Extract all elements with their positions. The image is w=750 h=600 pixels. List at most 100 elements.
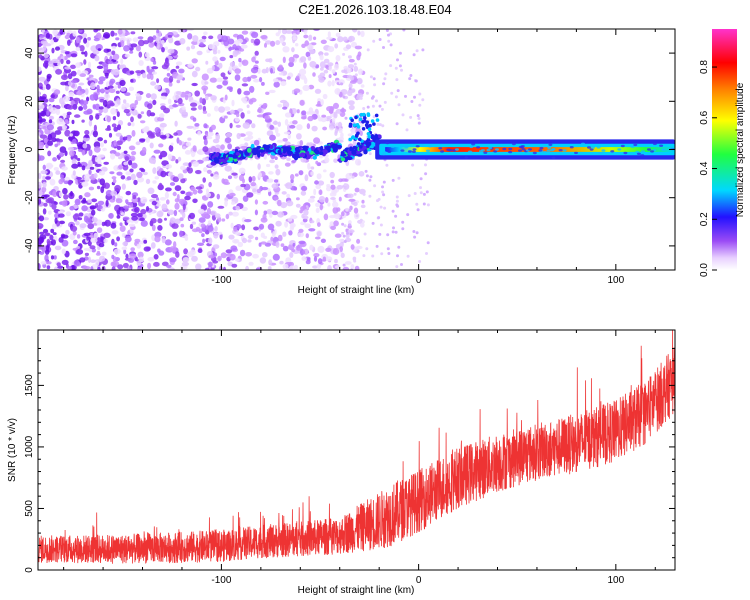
heatmap-cell (342, 36, 348, 42)
heatmap-cell (101, 265, 106, 270)
heatmap-cell (253, 150, 258, 155)
heatmap-cell (72, 30, 77, 37)
heatmap-cell (182, 257, 190, 263)
spectrogram-panel: -100 0 100 -40 -20 0 20 40 Height of straight l… (7, 28, 676, 296)
heatmap-cell (174, 120, 178, 127)
heatmap-cell (302, 84, 310, 92)
heatmap-cell (296, 109, 300, 114)
heatmap-cell (412, 230, 416, 233)
heatmap-cell (195, 170, 202, 174)
heatmap-cell (288, 56, 295, 63)
heatmap-cell (315, 207, 320, 213)
heatmap-cell (84, 50, 88, 58)
heatmap-cell (296, 124, 303, 131)
heatmap-cell (182, 146, 186, 150)
heatmap-cell (213, 232, 219, 239)
heatmap-cell (108, 132, 113, 138)
heatmap-cell (378, 123, 382, 127)
heatmap-cell (161, 203, 168, 211)
heatmap-cell (124, 102, 130, 108)
heatmap-cell (360, 204, 366, 209)
heatmap-cell (91, 154, 96, 162)
heatmap-cell (147, 187, 155, 195)
heatmap-cell (213, 157, 219, 163)
heatmap-cell (46, 238, 51, 245)
heatmap-cell (368, 123, 372, 128)
heatmap-cell (123, 99, 127, 104)
heatmap-cell (348, 58, 355, 63)
heatmap-cell (286, 76, 291, 80)
heatmap-cell (103, 161, 109, 165)
heatmap-cell (314, 88, 322, 94)
heatmap-cell (410, 100, 414, 103)
heatmap-cell (381, 152, 386, 156)
heatmap-cell (84, 192, 91, 198)
heatmap-cell (409, 74, 413, 77)
heatmap-cell (93, 124, 97, 132)
heatmap-cell (321, 114, 327, 118)
heatmap-cell (324, 157, 330, 163)
heatmap-cell (169, 246, 177, 253)
heatmap-cell (313, 253, 320, 258)
heatmap-cell (142, 127, 150, 133)
heatmap-cell (363, 149, 368, 155)
heatmap-cell (390, 91, 394, 95)
heatmap-cell (309, 195, 316, 199)
heatmap-cell (320, 39, 327, 44)
heatmap-cell (60, 174, 64, 179)
heatmap-cell (271, 210, 279, 216)
heatmap-cell (44, 176, 52, 180)
heatmap-cell (214, 147, 221, 154)
heatmap-cell (152, 180, 157, 184)
heatmap-cell (342, 234, 346, 238)
heatmap-cell (105, 127, 112, 131)
heatmap-cell (313, 256, 318, 262)
heatmap-cell (64, 129, 71, 137)
heatmap-cell (359, 218, 363, 222)
heatmap-cell (383, 206, 387, 210)
heatmap-cell (268, 171, 274, 175)
heatmap-cell (415, 202, 419, 206)
heatmap-cell (495, 148, 499, 151)
heatmap-cell (331, 117, 336, 124)
heatmap-cell (355, 123, 360, 127)
heatmap-cell (191, 221, 196, 225)
heatmap-cell (48, 97, 55, 103)
heatmap-cell (130, 78, 134, 83)
heatmap-cell (119, 134, 124, 142)
heatmap-cell (309, 49, 315, 55)
heatmap-cell (241, 206, 248, 212)
heatmap-cell (103, 232, 111, 238)
heatmap-cell (160, 170, 167, 178)
heatmap-cell (252, 253, 259, 259)
heatmap-cell (117, 264, 124, 270)
spectrogram-ylabel: Frequency (Hz) (7, 116, 18, 185)
heatmap-cell (265, 67, 269, 74)
heatmap-cell (107, 60, 114, 65)
heatmap-cell (448, 149, 453, 152)
heatmap-cell (192, 198, 198, 204)
heatmap-cell (348, 223, 352, 227)
colorbar-ticks: 0.0 0.2 0.4 0.6 0.8 (699, 60, 717, 277)
heatmap-cell (323, 169, 327, 173)
heatmap-cell (135, 141, 141, 146)
heatmap-cell (201, 35, 207, 40)
heatmap-cell (355, 150, 361, 155)
heatmap-cell (359, 144, 363, 149)
heatmap-cell (43, 44, 47, 51)
heatmap-cell (74, 198, 81, 206)
heatmap-cell (343, 224, 347, 228)
heatmap-cell (201, 233, 205, 238)
heatmap-cell (238, 62, 242, 67)
heatmap-cell (109, 102, 115, 107)
heatmap-cell (46, 124, 55, 131)
heatmap-cell (352, 139, 357, 147)
heatmap-cell (212, 244, 220, 250)
heatmap-cell (298, 228, 304, 233)
heatmap-cell (366, 105, 370, 109)
heatmap-cell (368, 178, 372, 182)
heatmap-cell (261, 186, 269, 191)
heatmap-cell (154, 205, 158, 210)
heatmap-cell (81, 51, 86, 55)
heatmap-cell (143, 239, 148, 244)
